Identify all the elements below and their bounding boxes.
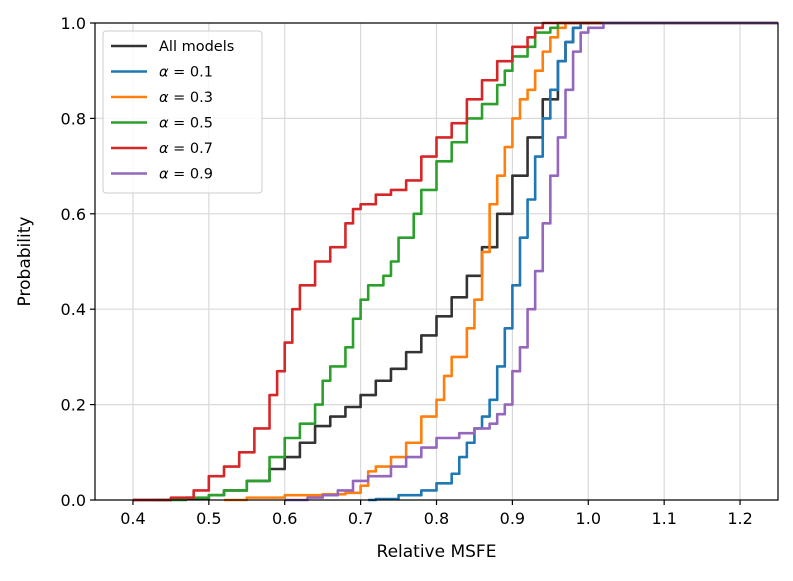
x-tick-label: 0.7: [348, 509, 373, 528]
x-tick-label: 0.8: [424, 509, 449, 528]
y-tick-label: 0.8: [61, 109, 86, 128]
x-tick-label: 0.9: [500, 509, 525, 528]
legend-label: α = 0.5: [159, 116, 213, 132]
legend-label: All models: [159, 39, 234, 55]
series-line-4: [132, 21, 778, 502]
y-tick-label: 0.2: [61, 396, 86, 415]
y-axis-label: Probability: [15, 217, 35, 307]
series-line-3: [155, 21, 778, 502]
legend-label: α = 0.3: [159, 90, 213, 106]
x-tick-label: 1.1: [651, 509, 676, 528]
x-axis-ticks: 0.4 0.5 0.6 0.7 0.8 0.9 1.0 1.1 1.2: [120, 500, 753, 528]
series-line-1: [368, 21, 778, 502]
legend: All models α = 0.1 α = 0.3 α = 0.5 α = 0.7 α …: [102, 30, 263, 194]
series-line-2: [224, 21, 778, 502]
series-layer: [132, 21, 778, 502]
y-tick-label: 1.0: [61, 14, 86, 33]
x-tick-label: 0.4: [120, 509, 145, 528]
x-tick-label: 1.2: [727, 509, 752, 528]
legend-label: α = 0.1: [159, 65, 213, 81]
y-tick-label: 0.6: [61, 205, 86, 224]
x-tick-label: 0.6: [272, 509, 297, 528]
y-axis-ticks: 0.0 0.2 0.4 0.6 0.8 1.0: [61, 14, 95, 510]
y-tick-label: 0.0: [61, 491, 86, 510]
x-tick-label: 1.0: [576, 509, 601, 528]
x-tick-label: 0.5: [196, 509, 221, 528]
y-tick-label: 0.4: [61, 300, 86, 319]
legend-label: α = 0.7: [159, 141, 213, 157]
x-axis-label: Relative MSFE: [377, 542, 497, 562]
legend-label: α = 0.9: [159, 167, 213, 183]
series-line-5: [284, 21, 778, 502]
